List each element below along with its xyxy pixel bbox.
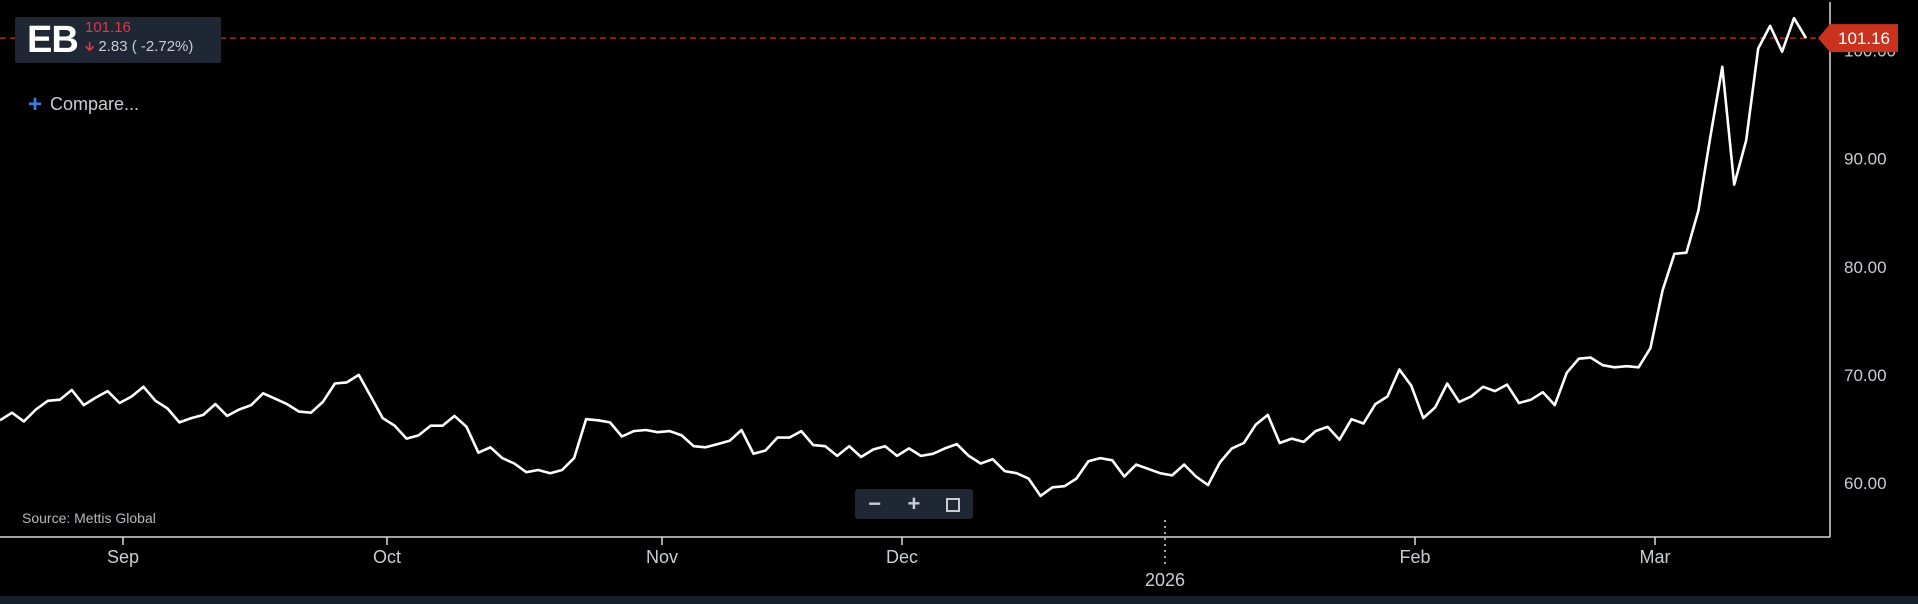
x-tick-label: Dec [886, 547, 918, 567]
plus-icon: + [28, 91, 43, 118]
y-tick-label: 90.00 [1844, 150, 1887, 169]
price-series-line[interactable] [0, 16, 1808, 498]
x-tick-label: Mar [1640, 547, 1671, 567]
zoom-out-button[interactable]: − [857, 490, 893, 518]
ticker-header: EB 101.16 🡳 2.83 ( -2.72%) [15, 17, 221, 63]
y-tick-label: 70.00 [1844, 366, 1887, 385]
x-axis-ticks [122, 520, 1656, 565]
x-tick-label: Nov [646, 547, 678, 567]
ticker-change: 2.83 ( -2.72%) [98, 38, 194, 55]
x-tick-label: 2026 [1145, 570, 1185, 590]
compare-label: Compare... [50, 94, 140, 114]
source-note: Source: Mettis Global [22, 510, 156, 526]
ticker-change-row: 🡳 2.83 ( -2.72%) [85, 37, 193, 57]
x-tick-label: Sep [107, 547, 139, 567]
y-tick-label: 60.00 [1844, 474, 1887, 493]
minus-icon: − [868, 491, 882, 516]
x-axis-labels: Sep Oct Nov Dec 2026 Feb Mar [107, 547, 1671, 590]
ticker-price: 101.16 [85, 19, 131, 36]
compare-button[interactable]: + Compare... [28, 91, 139, 119]
x-tick-label: Oct [373, 547, 401, 567]
last-price-tag: 101.16 [1818, 24, 1898, 53]
fullscreen-button[interactable] [935, 490, 971, 518]
plus-icon: + [907, 491, 921, 516]
fullscreen-icon [946, 498, 961, 513]
zoom-in-button[interactable]: + [896, 490, 932, 518]
x-tick-label: Feb [1399, 547, 1430, 567]
arrow-down-icon: 🡳 [85, 39, 95, 54]
last-price-label: 101.16 [1838, 29, 1890, 48]
zoom-toolbar: − + [855, 489, 973, 519]
ticker-symbol: EB [27, 19, 79, 61]
bottom-bar [0, 596, 1918, 604]
y-tick-label: 80.00 [1844, 258, 1887, 277]
